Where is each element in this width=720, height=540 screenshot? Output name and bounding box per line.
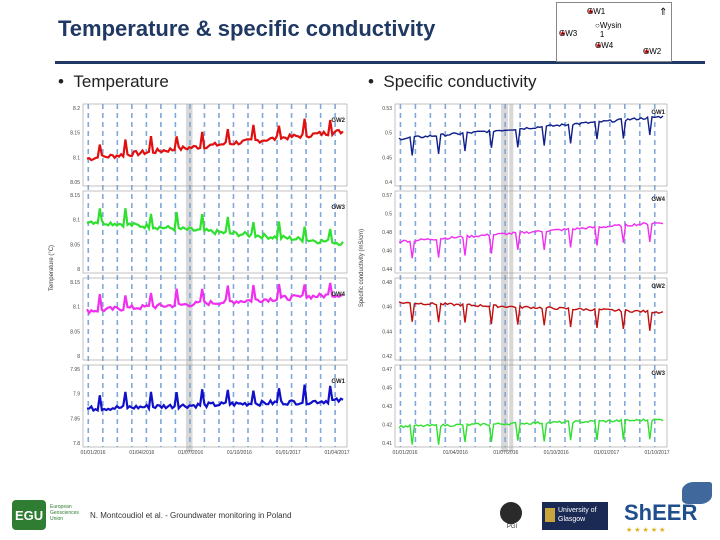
y-tick-label: 0.53 bbox=[382, 106, 392, 112]
x-tick-label: 01/10/2016 bbox=[544, 450, 569, 456]
y-tick-label: 0.44 bbox=[382, 329, 392, 335]
y-tick-label: 0.46 bbox=[382, 249, 392, 255]
x-tick-label: 01/01/2016 bbox=[80, 450, 105, 456]
title-underline bbox=[55, 61, 705, 64]
x-tick-label: 01/10/2017 bbox=[644, 450, 669, 456]
series-label-gw2: GW2 bbox=[651, 284, 665, 290]
pgi-logo: PGI bbox=[500, 502, 524, 530]
x-tick-label: 01/01/2017 bbox=[594, 450, 619, 456]
y-tick-label: 8.1 bbox=[73, 218, 80, 224]
y-axis-label: Temperature (°C) bbox=[49, 245, 55, 291]
bullet-temperature: • Temperature bbox=[58, 72, 169, 91]
series-label-gw3: GW3 bbox=[331, 205, 345, 211]
y-tick-label: 0.48 bbox=[382, 280, 392, 286]
series-label-gw1: GW1 bbox=[331, 379, 345, 385]
y-tick-label: 0.46 bbox=[382, 305, 392, 311]
x-tick-label: 01/01/2017 bbox=[276, 450, 301, 456]
location-map-inset: ★ GW1 ○ Wysin 1 ★ GW3 ★ GW4 ★ GW2 ⇑ bbox=[556, 2, 672, 62]
x-tick-label: 01/04/2016 bbox=[443, 450, 468, 456]
x-tick-label: 01/10/2016 bbox=[227, 450, 252, 456]
y-tick-label: 8.05 bbox=[70, 242, 80, 248]
conductivity-chart: Specific conductivity (mS/cm) 0.53 0.5 0.45… bbox=[359, 103, 670, 456]
y-tick-label: 7.9 bbox=[73, 392, 80, 398]
y-tick-label: 8.1 bbox=[73, 305, 80, 311]
series-line-gw2 bbox=[398, 301, 664, 331]
x-tick-label: 01/07/2016 bbox=[178, 450, 203, 456]
y-tick-label: 8.15 bbox=[70, 131, 80, 137]
series-line-gw1 bbox=[398, 115, 664, 156]
bullet-conductivity: • Specific conductivity bbox=[368, 72, 537, 91]
y-tick-label: 0.41 bbox=[382, 441, 392, 447]
y-tick-label: 8.2 bbox=[73, 106, 80, 112]
temperature-chart: Temperature (°C) 8.2 8.15 8.1 8.05 GW2 8.15 8.1… bbox=[49, 103, 350, 456]
y-tick-label: 0.45 bbox=[382, 155, 392, 161]
y-tick-label: 8.1 bbox=[73, 155, 80, 161]
glasgow-logo: University of Glasgow bbox=[542, 502, 608, 530]
y-tick-label: 0.4 bbox=[385, 180, 392, 186]
panel-frame bbox=[82, 277, 348, 361]
y-tick-label: 0.44 bbox=[382, 267, 392, 273]
y-tick-label: 8.05 bbox=[70, 329, 80, 335]
x-tick-label: 01/07/2016 bbox=[493, 450, 518, 456]
x-tick-label: 01/04/2016 bbox=[129, 450, 154, 456]
y-tick-label: 8.15 bbox=[70, 193, 80, 199]
series-line-gw3 bbox=[398, 418, 664, 445]
y-tick-label: 8.15 bbox=[70, 280, 80, 286]
series-label-gw4: GW4 bbox=[331, 292, 345, 298]
series-label-gw2: GW2 bbox=[331, 118, 345, 124]
x-tick-label: 01/04/2017 bbox=[324, 450, 349, 456]
y-tick-label: 0.42 bbox=[382, 423, 392, 429]
series-line-gw4 bbox=[86, 282, 344, 315]
eu-stars-icon: ★★★★★ bbox=[626, 527, 668, 534]
y-tick-label: 0.43 bbox=[382, 404, 392, 410]
series-label-gw1: GW1 bbox=[651, 110, 665, 116]
y-tick-label: 8.05 bbox=[70, 180, 80, 186]
series-label-gw3: GW3 bbox=[651, 371, 665, 377]
y-axis-label: Specific conductivity (mS/cm) bbox=[359, 229, 365, 307]
y-tick-label: 7.95 bbox=[70, 367, 80, 373]
europe-map-icon bbox=[682, 482, 712, 504]
y-tick-label: 0.5 bbox=[385, 212, 392, 218]
y-tick-label: 8 bbox=[77, 354, 80, 360]
panel-frame bbox=[82, 103, 348, 187]
series-label-gw4: GW4 bbox=[651, 197, 665, 203]
x-tick-label: 01/01/2016 bbox=[392, 450, 417, 456]
series-line-gw2 bbox=[86, 118, 344, 162]
y-tick-label: 0.42 bbox=[382, 354, 392, 360]
panel-frame bbox=[394, 364, 668, 448]
y-tick-label: 0.57 bbox=[382, 193, 392, 199]
y-tick-label: 0.48 bbox=[382, 230, 392, 236]
y-tick-label: 7.8 bbox=[73, 441, 80, 447]
y-tick-label: 7.85 bbox=[70, 416, 80, 422]
y-tick-label: 8 bbox=[77, 267, 80, 273]
slide-title: Temperature & specific conductivity bbox=[58, 16, 436, 41]
series-line-gw4 bbox=[398, 222, 664, 259]
y-tick-label: 0.5 bbox=[385, 131, 392, 137]
panel-frame bbox=[82, 190, 348, 274]
sheer-logo: ShEER ★★★★★ bbox=[622, 482, 718, 536]
y-tick-label: 0.45 bbox=[382, 386, 392, 392]
panel-frame bbox=[394, 277, 668, 361]
egu-logo: EGU European Geosciences Union bbox=[12, 500, 82, 532]
north-arrow-icon: ⇑ bbox=[659, 7, 668, 18]
panel-frame bbox=[82, 364, 348, 448]
series-line-gw1 bbox=[86, 384, 344, 413]
citation-text: N. Montcoudiol et al. - Groundwater moni… bbox=[90, 511, 292, 520]
panel-frame bbox=[394, 190, 668, 274]
panel-frame bbox=[394, 103, 668, 187]
map-label-wysin: ○ Wysin 1 bbox=[595, 21, 622, 39]
y-tick-label: 0.47 bbox=[382, 367, 392, 373]
series-line-gw3 bbox=[86, 208, 344, 247]
